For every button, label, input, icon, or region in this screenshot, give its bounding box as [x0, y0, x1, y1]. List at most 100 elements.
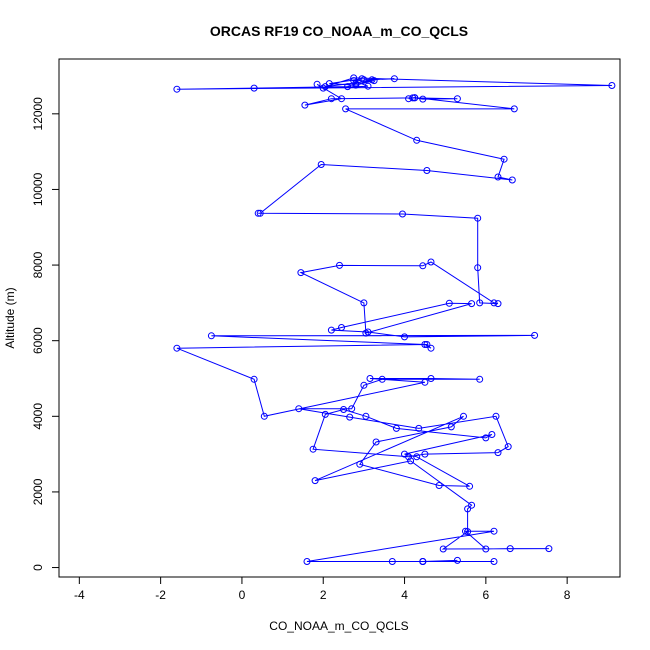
data-point — [411, 94, 419, 102]
data-point — [427, 258, 435, 266]
data-point — [297, 269, 305, 277]
data-point — [173, 344, 181, 352]
data-point — [439, 545, 447, 553]
data-point — [476, 299, 484, 307]
data-point — [346, 413, 354, 421]
data-point — [462, 527, 469, 535]
data-point — [388, 558, 396, 565]
data-point — [250, 375, 258, 383]
y-tick-label: 12000 — [31, 97, 45, 131]
data-point — [401, 450, 408, 458]
data-point — [488, 431, 496, 438]
data-point — [421, 450, 429, 458]
x-tick-label: 4 — [401, 588, 408, 602]
data-point — [494, 300, 502, 308]
data-point — [338, 95, 345, 103]
data-point — [173, 85, 181, 93]
x-tick-label: 6 — [483, 588, 490, 602]
data-point — [445, 299, 453, 307]
data-point — [360, 76, 368, 84]
x-tick-label: -4 — [74, 588, 85, 602]
data-point — [506, 545, 514, 553]
y-tick-label: 10000 — [31, 172, 45, 206]
data-point — [317, 161, 325, 168]
data-point — [423, 167, 431, 174]
data-point — [399, 210, 406, 218]
data-point — [392, 424, 400, 432]
data-point — [500, 155, 508, 163]
data-point — [344, 83, 352, 91]
x-axis-label: CO_NOAA_m_CO_QCLS — [269, 619, 408, 633]
data-point — [366, 375, 374, 382]
data-point — [295, 405, 303, 413]
data-point — [348, 405, 356, 413]
data-point — [364, 82, 372, 90]
data-point — [531, 331, 539, 339]
data-point — [336, 261, 343, 269]
data-point — [319, 84, 327, 92]
data-point — [447, 423, 455, 431]
data-point — [327, 95, 335, 103]
data-point — [415, 424, 423, 432]
y-tick-label: 2000 — [31, 478, 45, 505]
data-point — [476, 375, 484, 383]
data-point — [313, 80, 321, 88]
x-tick-label: 0 — [239, 588, 246, 602]
data-point — [327, 326, 335, 334]
data-point — [413, 453, 421, 461]
series-layer — [173, 74, 616, 565]
data-point — [260, 412, 268, 420]
data-point — [474, 214, 482, 222]
data-point — [407, 457, 415, 465]
data-point — [482, 434, 490, 442]
data-point — [494, 449, 502, 457]
y-tick-label: 6000 — [31, 327, 45, 354]
data-point — [350, 77, 358, 85]
x-axis: -4 -2 0 2 4 6 8 — [74, 576, 571, 602]
data-point — [474, 264, 482, 272]
chart-title: ORCAS RF19 CO_NOAA_m_CO_QCLS — [210, 23, 468, 39]
data-point — [413, 136, 421, 144]
data-point — [390, 75, 398, 83]
data-point — [362, 412, 370, 420]
data-point — [419, 558, 427, 565]
data-point — [301, 101, 309, 109]
data-point — [453, 95, 461, 103]
y-axis: 0 2000 4000 6000 8000 10000 12000 — [31, 97, 60, 571]
data-point — [492, 412, 500, 420]
data-point — [510, 105, 518, 113]
x-tick-label: 2 — [320, 588, 327, 602]
data-point — [311, 477, 319, 485]
data-point — [419, 95, 427, 103]
data-point — [419, 262, 427, 270]
y-tick-label: 8000 — [31, 251, 45, 278]
x-tick-label: 8 — [564, 588, 571, 602]
data-point — [482, 545, 490, 553]
data-point — [342, 105, 350, 113]
data-point — [378, 375, 386, 383]
data-point — [427, 375, 435, 382]
x-tick-label: -2 — [155, 588, 166, 602]
data-point — [453, 556, 461, 564]
data-point — [423, 341, 431, 348]
data-point — [468, 501, 476, 509]
data-point — [254, 209, 262, 217]
data-point — [435, 482, 443, 489]
data-point — [490, 527, 498, 535]
data-point — [508, 176, 516, 184]
y-tick-label: 0 — [31, 564, 45, 571]
data-point — [321, 83, 329, 91]
data-point — [309, 445, 317, 453]
data-point — [608, 82, 616, 89]
y-tick-label: 4000 — [31, 403, 45, 430]
data-point — [494, 173, 502, 181]
data-point — [207, 332, 215, 340]
data-point — [338, 324, 345, 331]
data-point — [364, 328, 372, 336]
data-point — [303, 558, 311, 565]
data-point — [321, 410, 329, 418]
data-point — [504, 443, 512, 451]
data-point — [356, 460, 364, 468]
data-point — [460, 412, 467, 420]
